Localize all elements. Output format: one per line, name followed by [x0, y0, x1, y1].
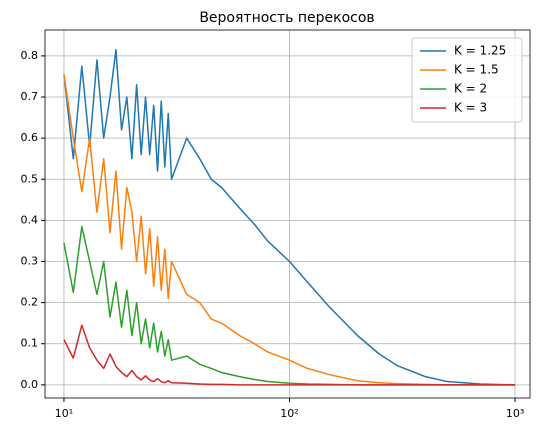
chart-title: Вероятность перекосов: [199, 10, 374, 26]
series-line: [63, 324, 516, 386]
series-line: [63, 48, 516, 386]
x-tick-label: 10¹: [55, 407, 73, 420]
y-tick-label: 0.2: [21, 296, 39, 309]
legend-label: K = 1.5: [454, 63, 499, 77]
y-tick-label: 0.0: [21, 378, 39, 391]
x-tick-label: 10²: [280, 407, 298, 420]
y-tick-label: 0.3: [21, 254, 39, 267]
legend-label: K = 1.25: [454, 44, 506, 58]
legend-label: K = 2: [454, 82, 487, 96]
y-tick-label: 0.8: [21, 49, 39, 62]
series-line: [63, 74, 516, 386]
y-tick-label: 0.5: [21, 172, 39, 185]
y-tick-label: 0.1: [21, 337, 39, 350]
y-tick-label: 0.7: [21, 90, 39, 103]
y-tick-label: 0.6: [21, 131, 39, 144]
legend-label: K = 3: [454, 101, 487, 115]
legend-box: [411, 37, 523, 123]
x-tick-label: 10³: [506, 407, 524, 420]
legend: K = 1.25 K = 1.5 K = 2 K = 3: [411, 37, 523, 123]
plot-frame: [44, 29, 531, 399]
y-tick-label: 0.4: [21, 213, 39, 226]
